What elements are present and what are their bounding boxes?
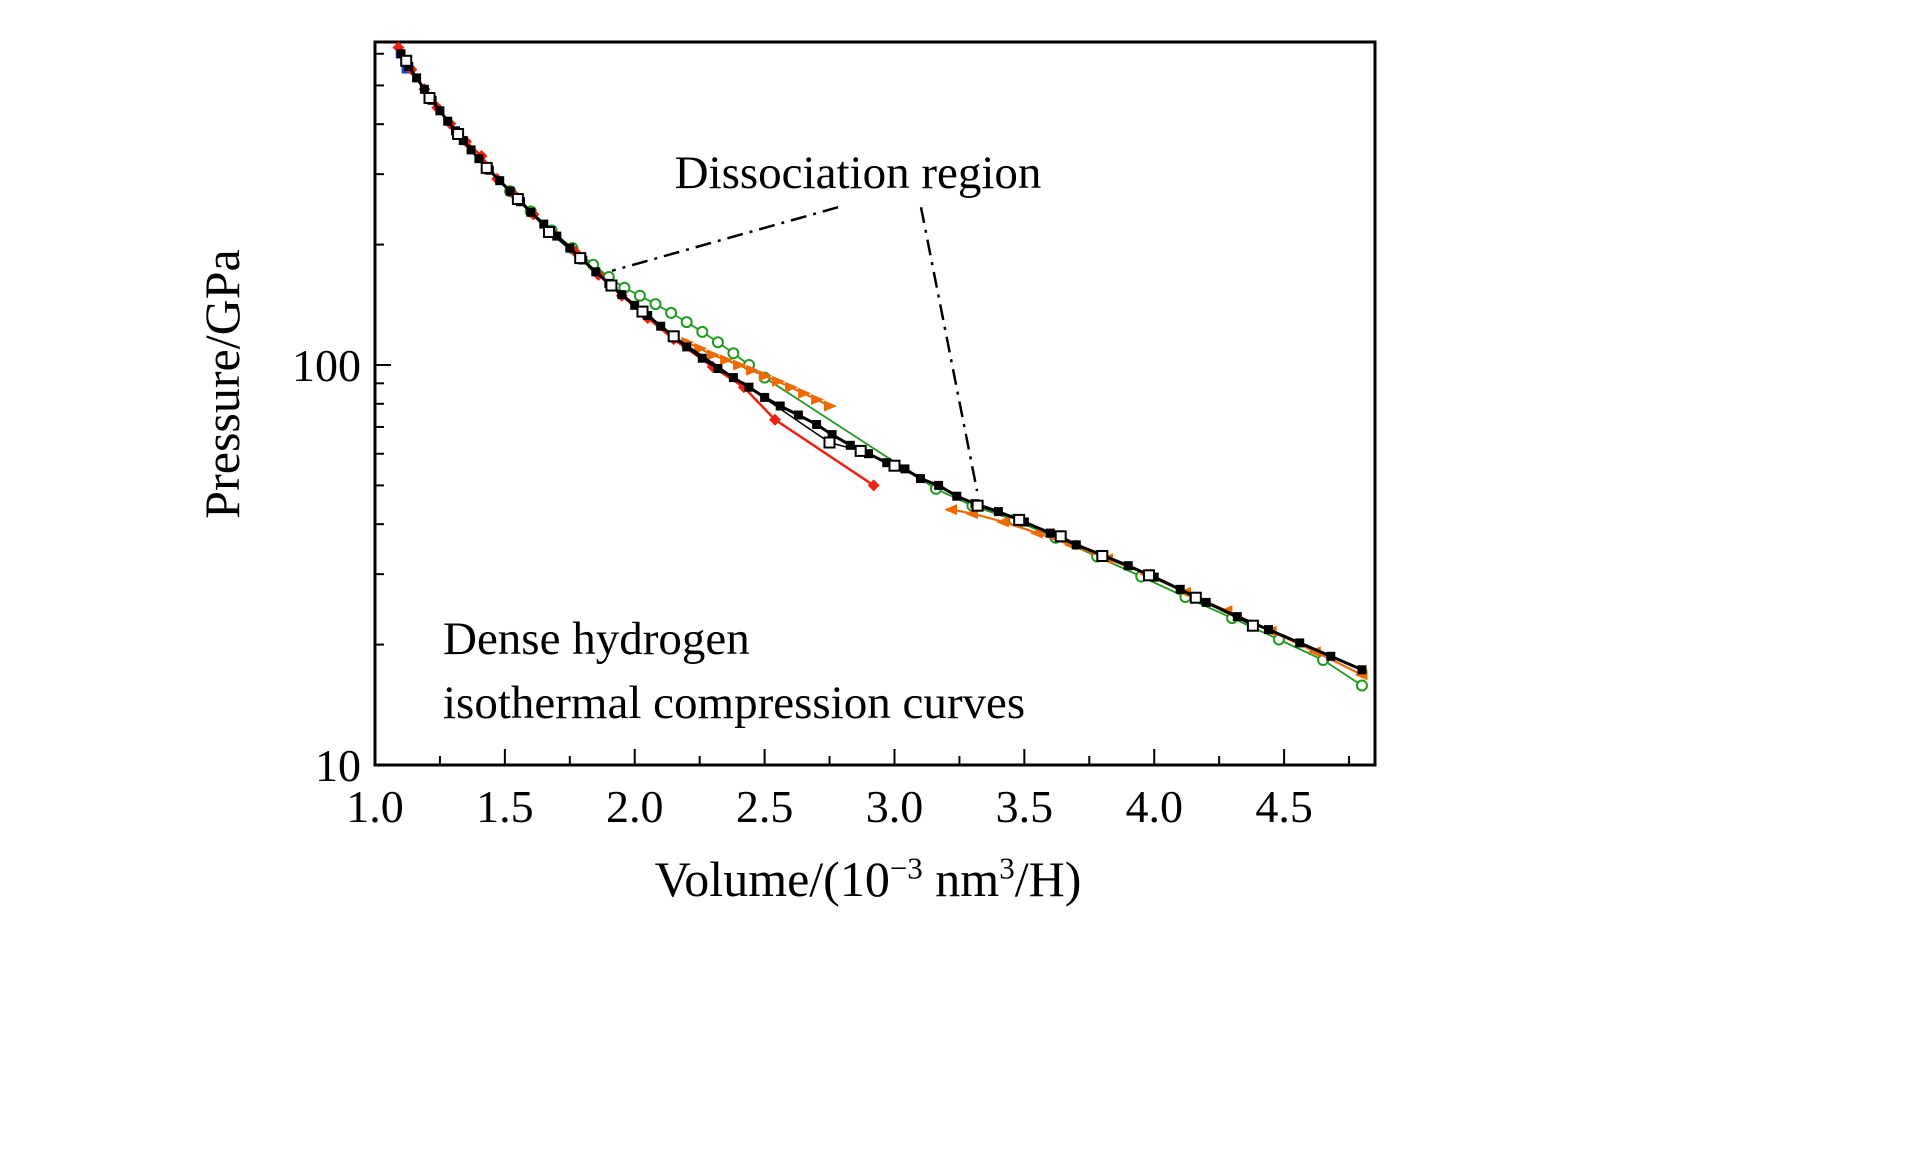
x-tick-label: 4.0 (1125, 781, 1183, 832)
annotation-dissociation-region: Dissociation region (674, 147, 1042, 199)
series-open-squares (400, 54, 1259, 632)
series-orange-triangles-upper (681, 336, 837, 412)
series-orange-triangles-lower (944, 504, 1368, 681)
x-tick-label: 1.5 (476, 781, 534, 832)
tick-labels: 1.0 1.5 2.0 2.5 3.0 3.5 4.0 4.5 10 100 (292, 340, 1313, 832)
x-axis-title-mid: nm (922, 851, 1000, 907)
annotation-leader-lines (611, 206, 979, 492)
x-tick-label: 2.5 (736, 781, 794, 832)
axes (373, 40, 1377, 767)
series-red-diamonds (392, 41, 880, 492)
x-tick-label: 3.5 (996, 781, 1054, 832)
y-tick-label: 10 (315, 740, 361, 791)
note-dense-hydrogen: Dense hydrogen (443, 613, 750, 665)
x-axis-title-pre: Volume/(10 (654, 851, 890, 907)
y-axis-title: Pressure/GPa (194, 249, 250, 519)
note-isothermal-curves: isothermal compression curves (443, 677, 1026, 729)
y-tick-label: 100 (292, 340, 361, 391)
x-axis-title-sup-minus3: −3 (889, 850, 923, 886)
x-tick-label: 3.0 (866, 781, 924, 832)
x-tick-label: 2.0 (606, 781, 664, 832)
x-tick-label: 4.5 (1255, 781, 1313, 832)
x-tick-label: 1.0 (346, 781, 404, 832)
series-black-filled-squares (396, 49, 1367, 675)
series-group (392, 41, 1368, 692)
x-axis-title: Volume/(10−3 nm3/H) (655, 850, 1082, 908)
x-axis-title-post: /H) (1014, 851, 1082, 907)
x-axis-title-sup-3: 3 (999, 850, 1015, 886)
